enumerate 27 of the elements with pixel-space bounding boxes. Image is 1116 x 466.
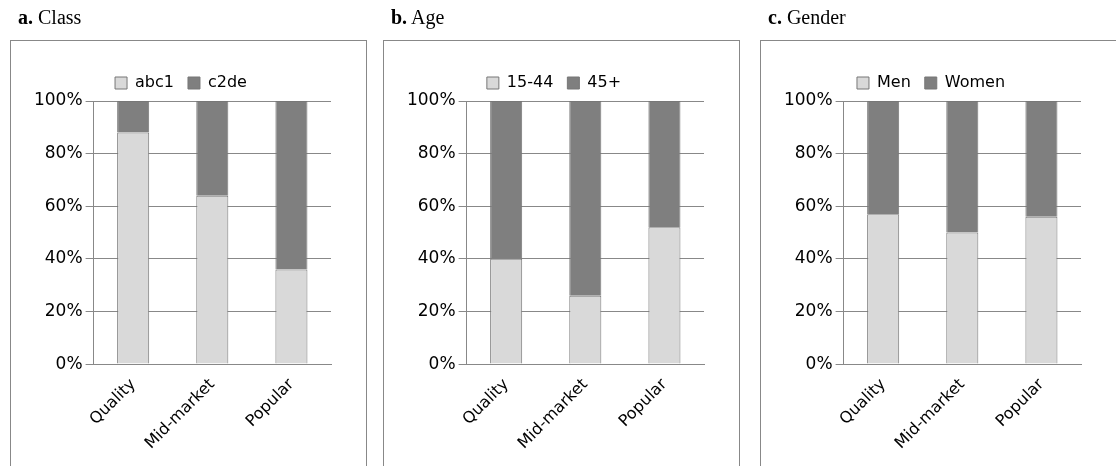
y-tick-label: 80% xyxy=(417,142,456,163)
legend-label: abc1 xyxy=(135,72,174,92)
y-tick-label: 80% xyxy=(794,142,833,163)
y-tick-label: 40% xyxy=(44,247,83,268)
legend-label: Men xyxy=(876,72,911,92)
y-tick-label: 20% xyxy=(794,299,833,320)
chart-title: a. Class xyxy=(18,6,82,29)
y-tick-label: 100% xyxy=(406,89,456,110)
y-tick-label: 20% xyxy=(44,299,83,320)
chart-title: b. Age xyxy=(391,6,445,29)
y-tick-label: 0% xyxy=(805,352,833,373)
y-tick-label: 60% xyxy=(44,194,83,215)
legend-label: Women xyxy=(944,72,1006,92)
y-tick-label: 60% xyxy=(417,194,456,215)
y-tick-label: 100% xyxy=(783,89,833,110)
y-tick-label: 20% xyxy=(417,299,456,320)
y-tick-label: 100% xyxy=(33,89,83,110)
y-tick-label: 60% xyxy=(794,194,833,215)
y-tick-label: 80% xyxy=(44,142,83,163)
y-tick-label: 40% xyxy=(794,247,833,268)
y-tick-label: 0% xyxy=(55,352,83,373)
legend-label: 45+ xyxy=(587,72,622,92)
y-tick-label: 40% xyxy=(417,247,456,268)
y-tick-label: 0% xyxy=(428,352,456,373)
legend-label: 15-44 xyxy=(506,72,554,92)
legend-label: c2de xyxy=(207,72,247,92)
chart-title: c. Gender xyxy=(768,6,846,29)
